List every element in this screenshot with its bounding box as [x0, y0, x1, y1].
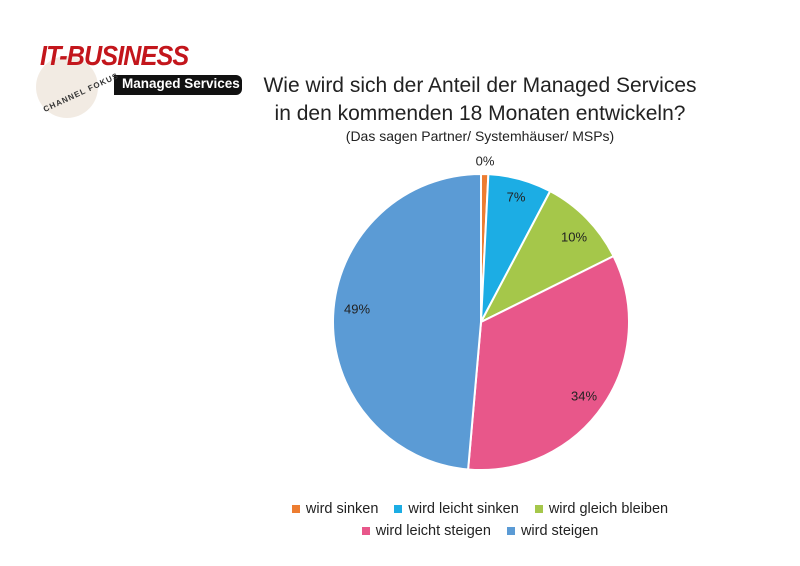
pie-slice-wird-leicht-steigen — [467, 254, 630, 471]
legend-item: wird leicht steigen — [361, 520, 491, 542]
legend-item: wird sinken — [291, 498, 379, 520]
chart-title-line-2: in den kommenden 18 Monaten entwickeln? — [274, 102, 686, 125]
legend-item: wird gleich bleiben — [534, 498, 669, 520]
legend-label: wird gleich bleiben — [548, 501, 669, 517]
legend-swatch-icon — [394, 505, 403, 513]
pie-slice-wird-gleich-bleiben — [478, 189, 615, 325]
legend-swatch-icon — [534, 505, 543, 513]
pie-slice-wird-steigen — [332, 172, 482, 471]
legend-label: wird leicht sinken — [408, 501, 519, 517]
legend-swatch-icon — [291, 505, 300, 513]
legend-label: wird sinken — [305, 501, 379, 517]
legend-swatch-icon — [361, 527, 370, 535]
legend-swatch-icon — [506, 527, 515, 535]
slice-label: 49% — [343, 301, 371, 317]
it-business-logo: IT-BUSINESS Managed Services CHANNEL FOK… — [22, 38, 252, 118]
crosshair-emblem-icon — [36, 56, 98, 118]
logo-tagline: Managed Services — [122, 76, 240, 91]
legend-label: wird steigen — [520, 523, 599, 539]
slice-label: 34% — [570, 388, 598, 404]
legend-item: wird steigen — [506, 520, 599, 542]
slice-label: 7% — [506, 189, 526, 205]
legend-label: wird leicht steigen — [375, 523, 491, 539]
logo-brand: IT-BUSINESS — [40, 40, 189, 71]
legend-item: wird leicht sinken — [394, 498, 519, 520]
chart-subtitle: (Das sagen Partner/ Systemhäuser/ MSPs) — [345, 128, 615, 144]
chart-legend: wird sinken wird leicht sinken wird gleich… — [250, 498, 710, 542]
chart-title-line-1: Wie wird sich der Anteil der Managed Ser… — [263, 74, 697, 97]
chart-title: Wie wird sich der Anteil der Managed Ser… — [260, 72, 700, 128]
logo-tagline-bar — [114, 75, 242, 95]
slice-label: 0% — [475, 153, 495, 169]
slice-label: 10% — [560, 229, 588, 245]
